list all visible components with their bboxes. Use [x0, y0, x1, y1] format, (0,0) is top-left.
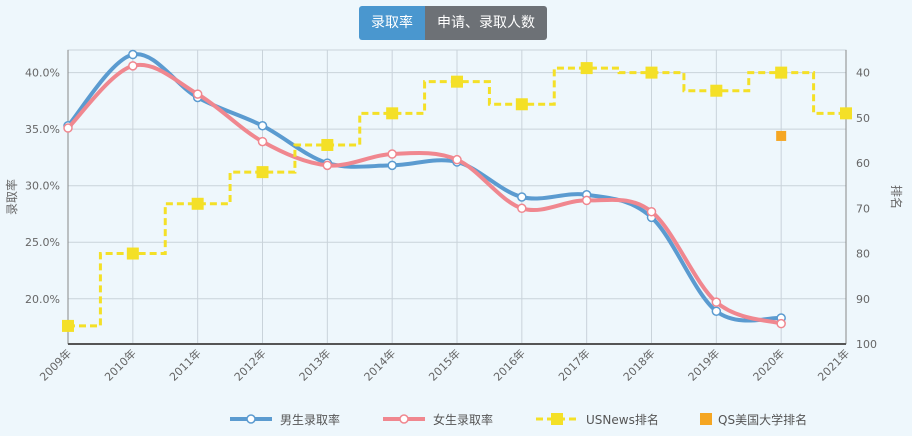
series-2-point: [256, 166, 269, 179]
y-left-tick-label: 30.0%: [25, 180, 60, 193]
legend-marker: [246, 414, 256, 424]
view-tabs: 录取率 申请、录取人数: [359, 6, 547, 40]
x-tick-label: 2021年: [815, 346, 852, 383]
series-2-point: [62, 319, 74, 332]
series-1-point: [517, 203, 527, 214]
chart-series: [62, 49, 852, 332]
x-tick-label: 2019年: [685, 346, 722, 383]
series-1-point: [581, 195, 592, 206]
y-left-tick-label: 40.0%: [25, 67, 60, 80]
legend-label: 男生录取率: [280, 412, 340, 427]
legend-label: 女生录取率: [433, 412, 493, 427]
series-2-point: [191, 197, 204, 210]
series-2-point: [126, 247, 139, 260]
y-right-tick-label: 70: [856, 202, 870, 215]
series-1-point: [711, 297, 722, 307]
series-1-point: [192, 89, 203, 99]
series-2-point: [386, 107, 399, 120]
series-2-point: [580, 62, 593, 75]
series-1-line: [66, 62, 784, 326]
series-1-point: [387, 149, 397, 159]
x-tick-label: 2012年: [231, 346, 268, 383]
legend-label: USNews排名: [586, 412, 659, 427]
x-tick-label: 2009年: [37, 346, 74, 383]
legend-label: QS美国大学排名: [718, 412, 807, 427]
y-right-tick-label: 60: [856, 157, 870, 170]
series-2-point: [840, 107, 852, 120]
series-1-point: [128, 61, 138, 71]
series-1-point: [646, 206, 657, 217]
y-right-tick-label: 100: [856, 338, 877, 351]
x-tick-label: 2011年: [166, 346, 203, 383]
chart-axes: 2009年 2010年 2011年 2012年 2013年 2014年 2015年 2016年…: [4, 50, 904, 384]
series-2-point: [775, 66, 788, 79]
series-0-point: [128, 49, 138, 60]
x-tick-label: 2018年: [620, 346, 657, 383]
x-tick-label: 2016年: [490, 346, 527, 383]
series-0-point: [711, 306, 722, 316]
legend-marker: [700, 413, 712, 425]
y-right-tick-label: 50: [856, 112, 870, 125]
series-1-point: [776, 318, 786, 329]
x-tick-label: 2017年: [555, 346, 592, 383]
y-right-tick-label: 90: [856, 293, 870, 306]
y-left-tick-label: 20.0%: [25, 293, 60, 306]
series-2-point: [710, 84, 723, 97]
legend-marker: [399, 414, 409, 424]
x-tick-label: 2020年: [750, 346, 787, 383]
x-tick-label: 2010年: [101, 346, 138, 383]
series-2-point: [645, 66, 658, 79]
tab-admission-rate[interactable]: 录取率: [359, 6, 425, 40]
series-2-point: [515, 98, 528, 111]
series-2-point: [451, 75, 463, 88]
y-right-tick-label: 80: [856, 248, 870, 261]
chart-grid: [67, 49, 847, 345]
series-2-point: [321, 138, 334, 151]
y-left-axis-title: 录取率: [4, 179, 19, 215]
series-1-point: [322, 160, 333, 171]
series-1-point: [452, 154, 462, 165]
y-left-tick-label: 25.0%: [25, 236, 60, 249]
series-0-point: [257, 121, 268, 131]
chart-legend: 男生录取率 女生录取率 USNews排名 QS美国大学排名: [230, 412, 807, 427]
x-tick-label: 2013年: [296, 346, 333, 383]
series-3-point: [776, 130, 787, 141]
y-left-tick-label: 35.0%: [25, 123, 60, 136]
series-0-point: [517, 192, 527, 202]
legend-marker: [551, 413, 563, 425]
y-right-axis-title: 排名: [889, 185, 904, 209]
series-1-point: [257, 136, 268, 147]
y-right-tick-label: 40: [856, 67, 870, 80]
series-1-point: [63, 123, 73, 133]
series-0-point: [387, 160, 397, 171]
x-tick-label: 2015年: [426, 346, 463, 383]
x-tick-label: 2014年: [361, 346, 398, 383]
tab-applicants-admits[interactable]: 申请、录取人数: [425, 6, 547, 40]
